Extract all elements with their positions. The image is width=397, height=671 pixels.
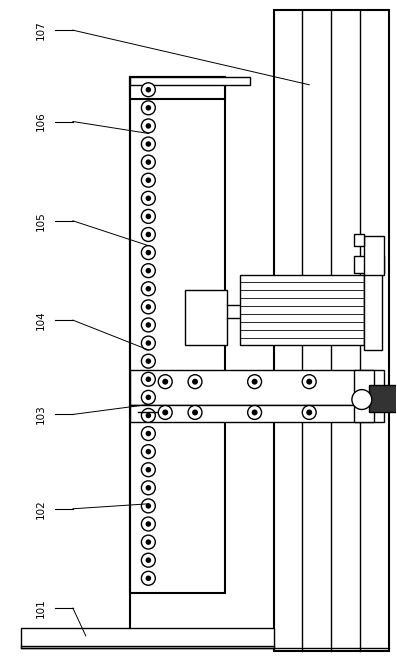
Circle shape <box>146 268 151 274</box>
Circle shape <box>141 535 155 549</box>
Circle shape <box>352 390 372 409</box>
Bar <box>364 268 382 350</box>
Bar <box>185 291 227 345</box>
Circle shape <box>141 173 155 187</box>
Circle shape <box>141 101 155 115</box>
Circle shape <box>146 395 151 400</box>
Circle shape <box>141 481 155 495</box>
Circle shape <box>141 336 155 350</box>
Circle shape <box>158 405 172 419</box>
Circle shape <box>146 123 151 129</box>
Circle shape <box>146 87 151 93</box>
Circle shape <box>192 378 198 384</box>
Circle shape <box>141 191 155 205</box>
Text: 106: 106 <box>36 111 46 132</box>
Circle shape <box>146 213 151 219</box>
Circle shape <box>146 322 151 327</box>
Text: 102: 102 <box>36 499 46 519</box>
Bar <box>354 256 384 274</box>
Circle shape <box>141 264 155 278</box>
Circle shape <box>141 554 155 567</box>
Circle shape <box>248 374 262 389</box>
Circle shape <box>146 340 151 346</box>
Circle shape <box>146 304 151 309</box>
Circle shape <box>146 358 151 364</box>
Circle shape <box>141 227 155 242</box>
Circle shape <box>146 159 151 165</box>
Text: 107: 107 <box>36 20 46 40</box>
Bar <box>131 76 225 593</box>
Bar <box>274 10 389 651</box>
Circle shape <box>146 558 151 563</box>
Circle shape <box>141 83 155 97</box>
Circle shape <box>302 374 316 389</box>
Circle shape <box>141 445 155 458</box>
Circle shape <box>146 195 151 201</box>
Bar <box>364 236 384 275</box>
Circle shape <box>141 517 155 531</box>
Circle shape <box>141 427 155 440</box>
Circle shape <box>141 391 155 405</box>
Bar <box>131 76 225 99</box>
Circle shape <box>141 137 155 151</box>
Circle shape <box>141 354 155 368</box>
Bar <box>369 384 397 413</box>
Circle shape <box>141 463 155 476</box>
Circle shape <box>146 286 151 292</box>
Circle shape <box>141 571 155 585</box>
Circle shape <box>146 539 151 545</box>
Bar <box>131 405 384 422</box>
Text: 101: 101 <box>36 599 46 618</box>
Circle shape <box>248 405 262 419</box>
Circle shape <box>146 449 151 454</box>
Circle shape <box>146 521 151 527</box>
Text: 104: 104 <box>36 310 46 330</box>
Circle shape <box>146 413 151 418</box>
Circle shape <box>141 155 155 169</box>
Circle shape <box>306 409 312 415</box>
Bar <box>131 370 384 405</box>
Circle shape <box>146 376 151 382</box>
Circle shape <box>146 141 151 147</box>
Circle shape <box>141 318 155 332</box>
Circle shape <box>162 378 168 384</box>
Circle shape <box>141 209 155 223</box>
Circle shape <box>252 378 258 384</box>
Bar <box>21 628 274 648</box>
Text: 103: 103 <box>36 405 46 424</box>
Bar <box>354 234 364 246</box>
Bar <box>131 76 250 85</box>
Circle shape <box>146 177 151 183</box>
Circle shape <box>306 378 312 384</box>
Circle shape <box>146 467 151 472</box>
Bar <box>354 370 374 422</box>
Circle shape <box>146 485 151 491</box>
Circle shape <box>192 409 198 415</box>
Circle shape <box>146 231 151 238</box>
Circle shape <box>141 372 155 386</box>
Circle shape <box>141 300 155 314</box>
Circle shape <box>146 250 151 256</box>
Circle shape <box>188 374 202 389</box>
Circle shape <box>141 282 155 296</box>
Circle shape <box>141 119 155 133</box>
Circle shape <box>146 431 151 436</box>
Circle shape <box>158 374 172 389</box>
Circle shape <box>146 503 151 509</box>
Circle shape <box>141 499 155 513</box>
Text: 105: 105 <box>36 211 46 231</box>
Bar <box>240 275 364 345</box>
Circle shape <box>162 409 168 415</box>
Circle shape <box>302 405 316 419</box>
Circle shape <box>146 105 151 111</box>
Circle shape <box>141 246 155 260</box>
Circle shape <box>146 576 151 581</box>
Circle shape <box>141 409 155 422</box>
Circle shape <box>252 409 258 415</box>
Circle shape <box>188 405 202 419</box>
